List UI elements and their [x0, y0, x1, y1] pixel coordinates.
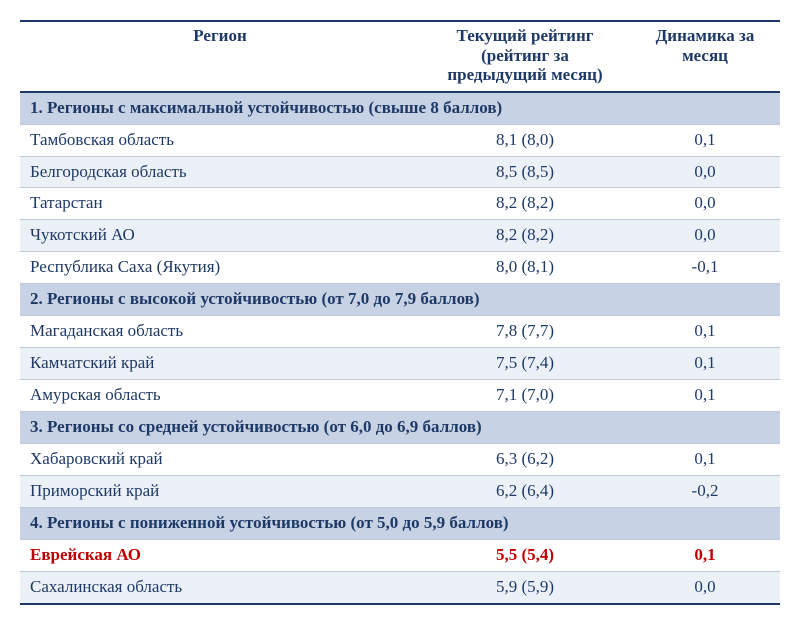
cell-rating: 8,2 (8,2) [420, 188, 630, 220]
cell-region: Республика Саха (Якутия) [20, 252, 420, 284]
cell-dynamics: 0,0 [630, 220, 780, 252]
cell-rating: 8,5 (8,5) [420, 156, 630, 188]
cell-dynamics: 0,0 [630, 188, 780, 220]
cell-region: Белгородская область [20, 156, 420, 188]
section-header: 1. Регионы с максимальной устойчивостью … [20, 92, 780, 124]
cell-dynamics: 0,1 [630, 348, 780, 380]
cell-rating: 5,9 (5,9) [420, 571, 630, 603]
table-row: Белгородская область8,5 (8,5)0,0 [20, 156, 780, 188]
section-title: 3. Регионы со средней устойчивостью (от … [20, 412, 780, 444]
cell-dynamics: 0,1 [630, 539, 780, 571]
cell-rating: 8,2 (8,2) [420, 220, 630, 252]
cell-region: Магаданская область [20, 316, 420, 348]
cell-region: Амурская область [20, 380, 420, 412]
cell-dynamics: 0,1 [630, 443, 780, 475]
cell-dynamics: -0,1 [630, 252, 780, 284]
table-row: Татарстан8,2 (8,2)0,0 [20, 188, 780, 220]
header-region: Регион [20, 21, 420, 92]
header-dynamics: Динамика за месяц [630, 21, 780, 92]
cell-region: Татарстан [20, 188, 420, 220]
regions-table: Регион Текущий рейтинг (рейтинг за преды… [20, 20, 780, 605]
cell-dynamics: -0,2 [630, 475, 780, 507]
table-row: Сахалинская область5,9 (5,9)0,0 [20, 571, 780, 603]
table-row: Тамбовская область8,1 (8,0)0,1 [20, 124, 780, 156]
cell-region: Сахалинская область [20, 571, 420, 603]
section-title: 1. Регионы с максимальной устойчивостью … [20, 92, 780, 124]
table-body: 1. Регионы с максимальной устойчивостью … [20, 92, 780, 604]
cell-dynamics: 0,0 [630, 156, 780, 188]
cell-region: Тамбовская область [20, 124, 420, 156]
cell-rating: 7,5 (7,4) [420, 348, 630, 380]
header-row: Регион Текущий рейтинг (рейтинг за преды… [20, 21, 780, 92]
cell-rating: 7,1 (7,0) [420, 380, 630, 412]
cell-region: Приморский край [20, 475, 420, 507]
table-row: Камчатский край7,5 (7,4)0,1 [20, 348, 780, 380]
cell-rating: 6,3 (6,2) [420, 443, 630, 475]
header-rating: Текущий рейтинг (рейтинг за предыдущий м… [420, 21, 630, 92]
section-header: 4. Регионы с пониженной устойчивостью (о… [20, 507, 780, 539]
cell-region: Еврейская АО [20, 539, 420, 571]
table-row: Чукотский АО8,2 (8,2)0,0 [20, 220, 780, 252]
section-title: 4. Регионы с пониженной устойчивостью (о… [20, 507, 780, 539]
table-row: Хабаровский край6,3 (6,2)0,1 [20, 443, 780, 475]
table-row: Республика Саха (Якутия)8,0 (8,1)-0,1 [20, 252, 780, 284]
cell-dynamics: 0,1 [630, 380, 780, 412]
cell-rating: 7,8 (7,7) [420, 316, 630, 348]
cell-region: Чукотский АО [20, 220, 420, 252]
section-title: 2. Регионы с высокой устойчивостью (от 7… [20, 284, 780, 316]
cell-dynamics: 0,1 [630, 124, 780, 156]
cell-rating: 6,2 (6,4) [420, 475, 630, 507]
cell-rating: 5,5 (5,4) [420, 539, 630, 571]
cell-region: Камчатский край [20, 348, 420, 380]
table-row: Амурская область7,1 (7,0)0,1 [20, 380, 780, 412]
section-header: 2. Регионы с высокой устойчивостью (от 7… [20, 284, 780, 316]
cell-rating: 8,1 (8,0) [420, 124, 630, 156]
table-row: Приморский край6,2 (6,4)-0,2 [20, 475, 780, 507]
table-row: Магаданская область7,8 (7,7)0,1 [20, 316, 780, 348]
section-header: 3. Регионы со средней устойчивостью (от … [20, 412, 780, 444]
cell-dynamics: 0,0 [630, 571, 780, 603]
cell-region: Хабаровский край [20, 443, 420, 475]
table-row: Еврейская АО5,5 (5,4)0,1 [20, 539, 780, 571]
cell-dynamics: 0,1 [630, 316, 780, 348]
cell-rating: 8,0 (8,1) [420, 252, 630, 284]
